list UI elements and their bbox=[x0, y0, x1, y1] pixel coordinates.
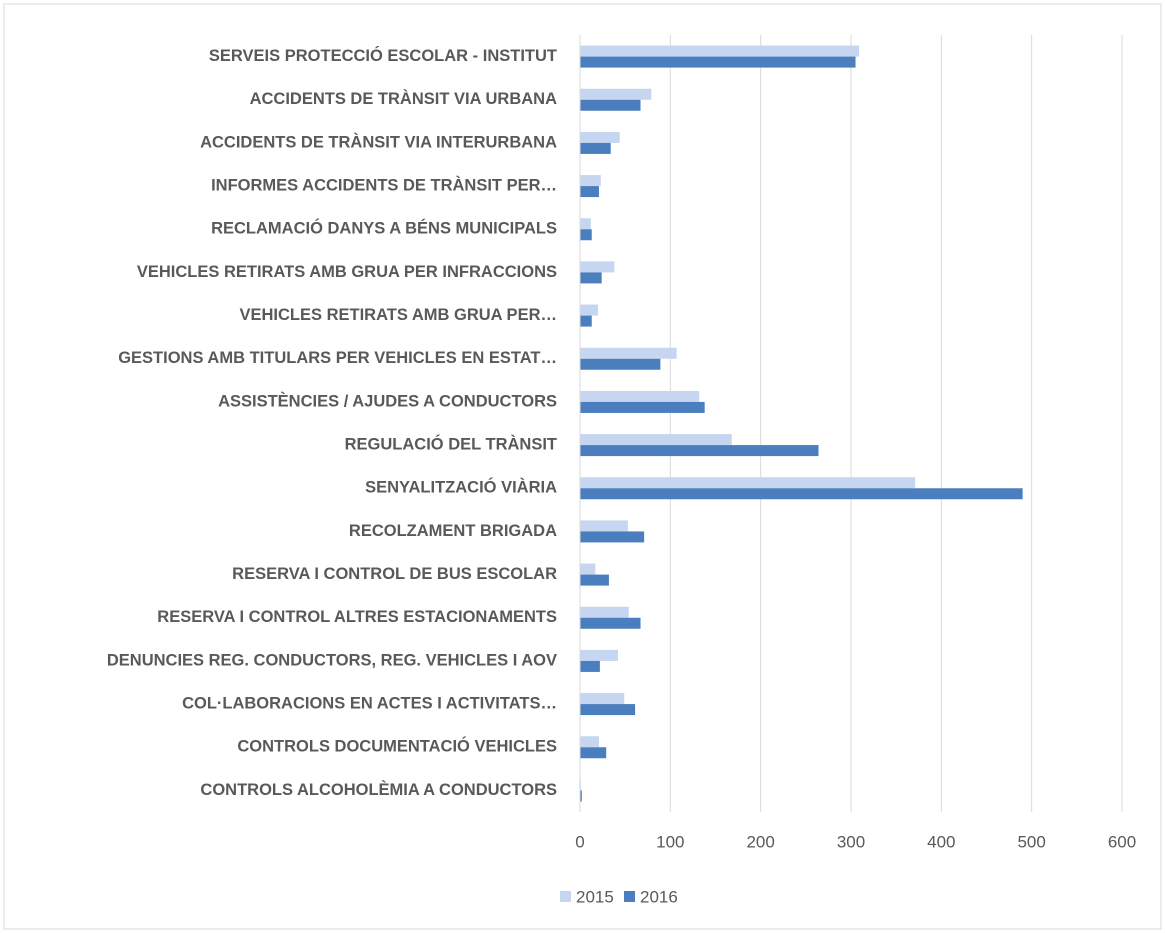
bar bbox=[580, 790, 582, 802]
bar bbox=[580, 531, 645, 543]
bar bbox=[580, 563, 596, 575]
bar bbox=[580, 186, 599, 198]
x-tick-label: 100 bbox=[656, 832, 684, 851]
bar bbox=[580, 617, 641, 629]
x-tick-label: 400 bbox=[927, 832, 955, 851]
y-tick-label: DENUNCIES REG. CONDUCTORS, REG. VEHICLES… bbox=[107, 651, 557, 669]
x-tick-label: 600 bbox=[1108, 832, 1136, 851]
x-tick-label: 0 bbox=[575, 832, 584, 851]
y-tick-label: ACCIDENTS DE TRÀNSIT VIA URBANA bbox=[250, 89, 557, 108]
y-tick-label: VEHICLES RETIRATS AMB GRUA PER INFRACCIO… bbox=[137, 263, 557, 281]
legend-swatch bbox=[560, 891, 571, 902]
y-tick-label: RECOLZAMENT BRIGADA bbox=[349, 522, 557, 540]
y-tick-label: VEHICLES RETIRATS AMB GRUA PER… bbox=[240, 306, 558, 324]
bar bbox=[580, 649, 618, 661]
bar bbox=[580, 304, 599, 316]
bar bbox=[580, 358, 661, 370]
legend-label: 2015 bbox=[576, 887, 614, 906]
y-tick-label: COL·LABORACIONS EN ACTES I ACTIVITATS… bbox=[182, 694, 557, 712]
legend-label: 2016 bbox=[640, 887, 678, 906]
bar bbox=[580, 88, 652, 100]
y-tick-label: CONTROLS DOCUMENTACIÓ VEHICLES bbox=[237, 737, 557, 756]
bar bbox=[580, 315, 592, 327]
y-tick-label: SENYALITZACIÓ VIÀRIA bbox=[365, 478, 557, 497]
y-tick-label: RESERVA I CONTROL ALTRES ESTACIONAMENTS bbox=[157, 608, 557, 626]
x-tick-label: 300 bbox=[837, 832, 865, 851]
bar bbox=[580, 704, 636, 716]
bar bbox=[580, 142, 611, 154]
bar bbox=[580, 477, 916, 489]
y-tick-label: RESERVA I CONTROL DE BUS ESCOLAR bbox=[232, 565, 557, 583]
y-tick-label: REGULACIÓ DEL TRÀNSIT bbox=[345, 434, 557, 453]
bar bbox=[580, 99, 641, 111]
bar bbox=[580, 390, 700, 402]
bar bbox=[580, 693, 625, 705]
bar bbox=[580, 747, 607, 759]
bar bbox=[580, 175, 601, 187]
bar bbox=[580, 488, 1023, 500]
bar bbox=[580, 218, 591, 230]
y-tick-label: ACCIDENTS DE TRÀNSIT VIA INTERURBANA bbox=[200, 132, 557, 151]
y-tick-label: ASSISTÈNCIES / AJUDES A CONDUCTORS bbox=[218, 391, 557, 410]
bar bbox=[580, 574, 609, 586]
bar bbox=[580, 606, 629, 618]
y-tick-label: CONTROLS ALCOHOLÈMIA A CONDUCTORS bbox=[200, 780, 557, 799]
bar bbox=[580, 520, 628, 532]
bar bbox=[580, 229, 592, 241]
bar bbox=[580, 56, 856, 68]
bar bbox=[580, 736, 599, 748]
legend-swatch bbox=[624, 891, 635, 902]
bar bbox=[580, 261, 615, 273]
y-tick-label: GESTIONS AMB TITULARS PER VEHICLES EN ES… bbox=[118, 349, 557, 367]
x-tick-label: 200 bbox=[746, 832, 774, 851]
bar bbox=[580, 272, 602, 284]
y-tick-label: INFORMES ACCIDENTS DE TRÀNSIT PER… bbox=[211, 175, 557, 194]
bar bbox=[580, 347, 677, 359]
y-tick-label: SERVEIS PROTECCIÓ ESCOLAR - INSTITUT bbox=[209, 46, 557, 65]
bar bbox=[580, 660, 600, 672]
bar bbox=[580, 401, 705, 413]
bar bbox=[580, 434, 732, 446]
y-tick-label: RECLAMACIÓ DANYS A BÉNS MUNICIPALS bbox=[211, 219, 557, 238]
bar bbox=[580, 131, 620, 143]
x-tick-label: 500 bbox=[1017, 832, 1045, 851]
chart-border bbox=[3, 3, 1162, 930]
bar bbox=[580, 445, 819, 457]
bar bbox=[580, 45, 860, 57]
